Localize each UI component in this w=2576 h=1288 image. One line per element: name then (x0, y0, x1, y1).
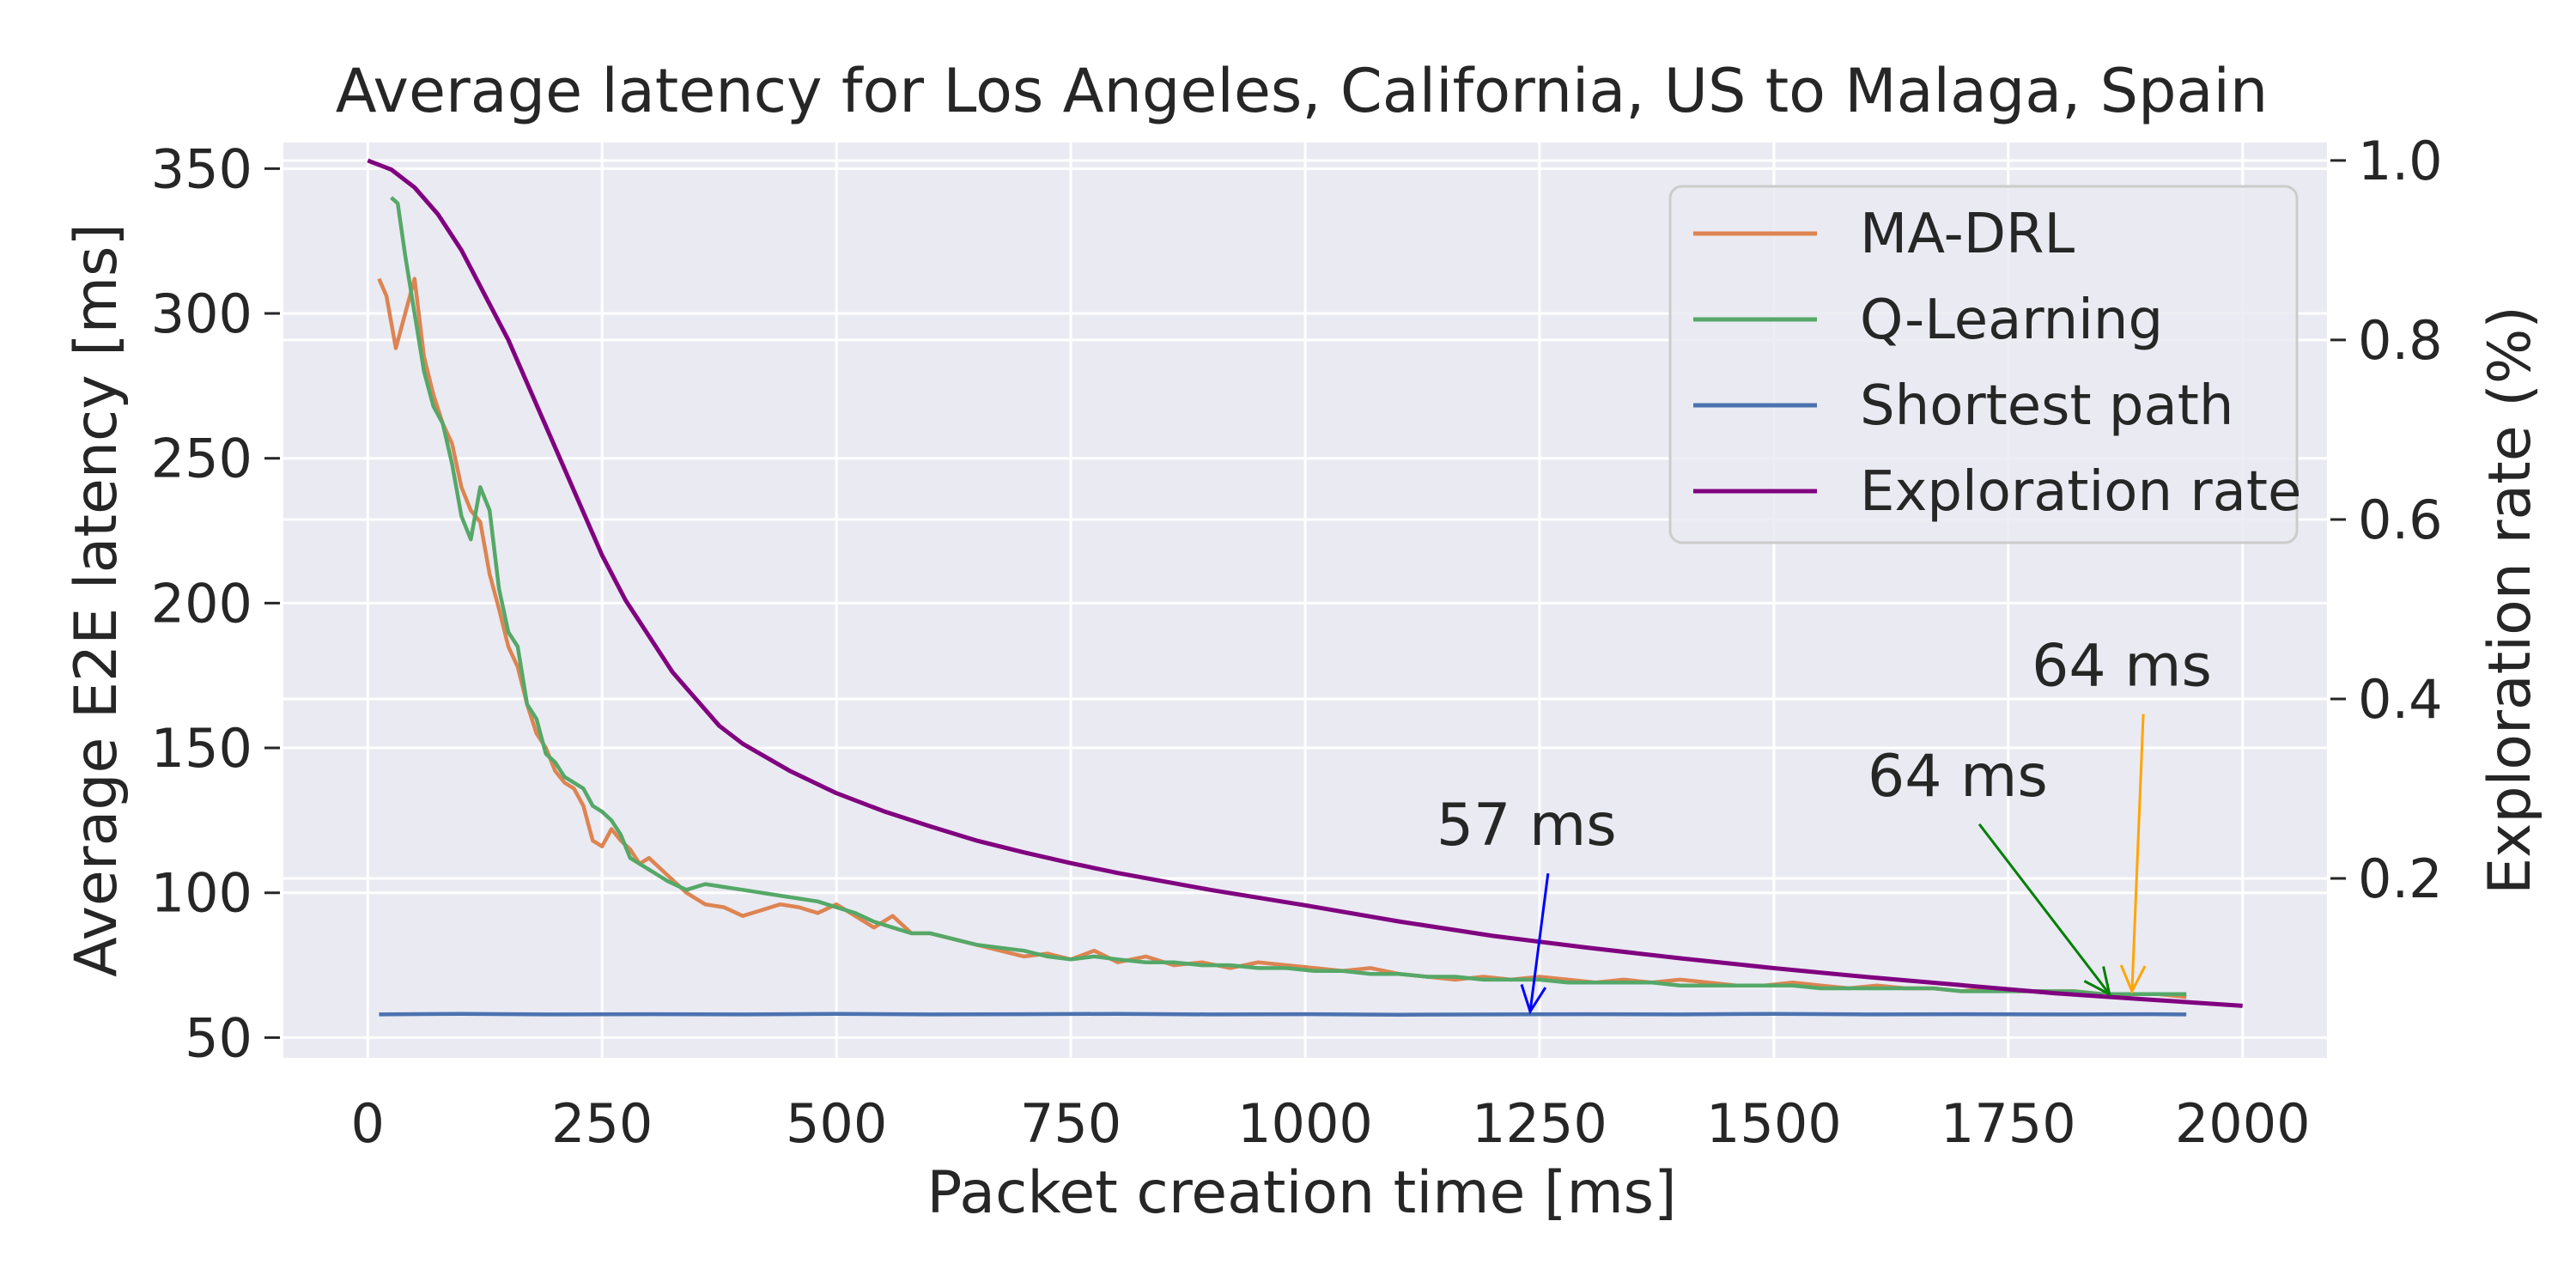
y-tick-label: 250 (151, 428, 252, 490)
x-tick-label: 1250 (1472, 1092, 1607, 1155)
series-line-exploration-rate (367, 158, 2243, 1008)
annotation-arrowhead (2119, 964, 2147, 994)
legend-box (1668, 185, 2299, 544)
y-tick-label: 100 (151, 862, 252, 925)
annotation-arrow (2130, 714, 2145, 992)
series-layer (367, 158, 2243, 1017)
legend-label: Exploration rate (1860, 460, 2301, 524)
legend-label: Shortest path (1860, 374, 2233, 438)
y2-tick-label: 0.4 (2358, 668, 2443, 731)
annotation-arrowhead (2083, 966, 2111, 997)
x-tick-label: 1000 (1237, 1092, 1373, 1155)
annotation-arrow (1978, 823, 2111, 995)
x-axis-label: Packet creation time [ms] (927, 1159, 1676, 1227)
y-tick-label: 300 (151, 283, 252, 345)
legend-label: Q-Learning (1860, 289, 2163, 352)
x-tick-label: 2000 (2175, 1092, 2311, 1155)
y-axis-label: Average E2E latency [ms] (63, 223, 131, 977)
series-line-shortest-path (379, 1012, 2187, 1017)
annotation-label: 64 ms (1868, 743, 2048, 811)
legend: MA-DRL Q-Learning Shortest path Exploration… (1668, 185, 2301, 544)
series-line-q-learning (390, 196, 2187, 997)
y-tick-label: 150 (151, 717, 252, 780)
x-tick-label: 250 (551, 1092, 653, 1155)
annotation-arrowhead (1520, 984, 1547, 1015)
annotation-label: 64 ms (2032, 633, 2212, 701)
ticks-layer: 0 250 500 750 1000 1250 1500 1750 2000 50 100 150 20… (151, 130, 2443, 1155)
annotations-layer: 57 ms 64 ms 64 ms (1437, 633, 2212, 1015)
x-tick-label: 500 (786, 1092, 887, 1155)
x-tick-label: 750 (1020, 1092, 1121, 1155)
y2-tick-label: 0.2 (2358, 848, 2443, 910)
y-tick-label: 200 (151, 572, 252, 635)
x-tick-label: 1750 (1941, 1092, 2076, 1155)
x-tick-label: 1500 (1706, 1092, 1842, 1155)
y2-tick-label: 1.0 (2358, 130, 2443, 192)
y2-tick-label: 0.8 (2358, 309, 2443, 372)
x-tick-label: 0 (351, 1092, 385, 1155)
legend-label: MA-DRL (1860, 203, 2075, 266)
annotation-label: 57 ms (1437, 792, 1617, 860)
y2-tick-label: 0.6 (2358, 489, 2443, 551)
y-tick-label: 350 (151, 137, 252, 200)
annotation-arrow (1528, 872, 1550, 1012)
chart-title: Average latency for Los Angeles, Califor… (336, 56, 2269, 126)
y2-axis-label: Exploration rate (%) (2476, 306, 2544, 895)
y-tick-label: 50 (185, 1006, 252, 1069)
